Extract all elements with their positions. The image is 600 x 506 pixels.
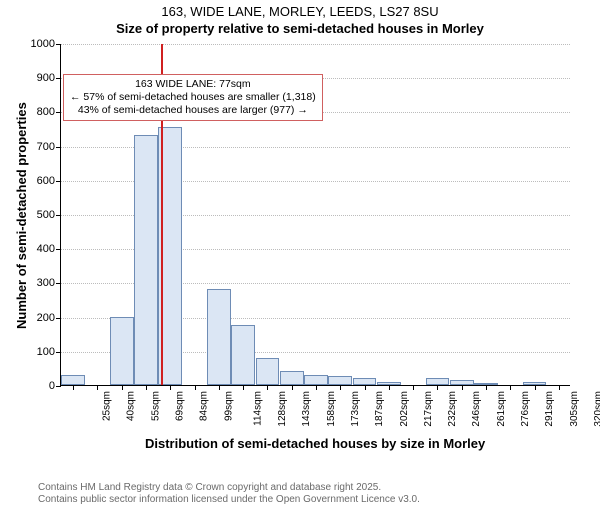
ytick-label: 600 <box>37 175 55 187</box>
annotation-line: ← 57% of semi-detached houses are smalle… <box>70 91 316 104</box>
ytick-label: 500 <box>37 209 55 221</box>
footer-line2: Contains public sector information licen… <box>38 494 600 506</box>
ytick-label: 0 <box>49 380 55 392</box>
footer-line1: Contains HM Land Registry data © Crown c… <box>38 482 600 494</box>
ytick-label: 400 <box>37 243 55 255</box>
xtick-label: 202sqm <box>399 391 410 427</box>
histogram-bar <box>134 135 158 385</box>
xtick-label: 158sqm <box>326 391 337 427</box>
histogram-bar <box>328 376 352 385</box>
xtick-label: 114sqm <box>252 391 263 426</box>
xtick-label: 246sqm <box>472 391 483 427</box>
histogram-bar <box>61 375 85 385</box>
ytick-label: 900 <box>37 72 55 84</box>
footer-attribution: Contains HM Land Registry data © Crown c… <box>38 482 600 506</box>
xtick-label: 320sqm <box>593 391 600 427</box>
ytick-label: 700 <box>37 141 55 153</box>
xtick-label: 232sqm <box>447 391 458 427</box>
histogram-bar <box>207 289 231 385</box>
xtick-label: 305sqm <box>569 391 580 427</box>
xtick-label: 40sqm <box>126 391 137 421</box>
xtick-label: 276sqm <box>520 391 531 427</box>
xtick-label: 25sqm <box>102 391 113 421</box>
plot-area: 0100200300400500600700800900100025sqm40s… <box>60 44 570 386</box>
histogram-bar <box>474 383 498 385</box>
xtick-label: 261sqm <box>496 391 507 427</box>
xtick-label: 99sqm <box>223 391 234 421</box>
annotation-line: 163 WIDE LANE: 77sqm <box>70 78 316 91</box>
ytick-label: 300 <box>37 277 55 289</box>
ytick-label: 1000 <box>31 38 55 50</box>
x-axis-label: Distribution of semi-detached houses by … <box>145 436 485 451</box>
xtick-label: 55sqm <box>150 391 161 421</box>
xtick-label: 128sqm <box>277 391 288 427</box>
xtick-label: 291sqm <box>544 391 555 427</box>
chart-container: 0 100 200 300 400 500 600 700 800 900 1000 25sqm 40s… <box>0 36 600 476</box>
annotation-box: 163 WIDE LANE: 77sqm← 57% of semi-detach… <box>63 74 323 121</box>
xtick-label: 187sqm <box>374 391 385 427</box>
ytick-label: 200 <box>37 312 55 324</box>
title-subtitle: Size of property relative to semi-detach… <box>0 21 600 36</box>
annotation-line: 43% of semi-detached houses are larger (… <box>70 104 316 117</box>
histogram-bar <box>523 382 547 385</box>
gridline <box>61 44 570 45</box>
histogram-bar <box>280 371 304 385</box>
xtick-label: 143sqm <box>302 391 313 427</box>
histogram-bar <box>304 375 328 385</box>
histogram-bar <box>231 325 255 385</box>
xtick-label: 173sqm <box>350 391 361 427</box>
ytick-label: 800 <box>37 106 55 118</box>
ytick-label: 100 <box>37 346 55 358</box>
xtick-label: 84sqm <box>199 391 210 421</box>
xtick-label: 69sqm <box>175 391 186 421</box>
histogram-bar <box>353 378 377 385</box>
y-axis-label: Number of semi-detached properties <box>14 102 29 329</box>
histogram-bar <box>426 378 450 385</box>
histogram-bar <box>450 380 474 385</box>
title-address: 163, WIDE LANE, MORLEY, LEEDS, LS27 8SU <box>0 4 600 19</box>
histogram-bar <box>110 317 134 385</box>
xtick-label: 217sqm <box>423 391 434 427</box>
histogram-bar <box>377 382 401 385</box>
histogram-bar <box>256 358 280 385</box>
